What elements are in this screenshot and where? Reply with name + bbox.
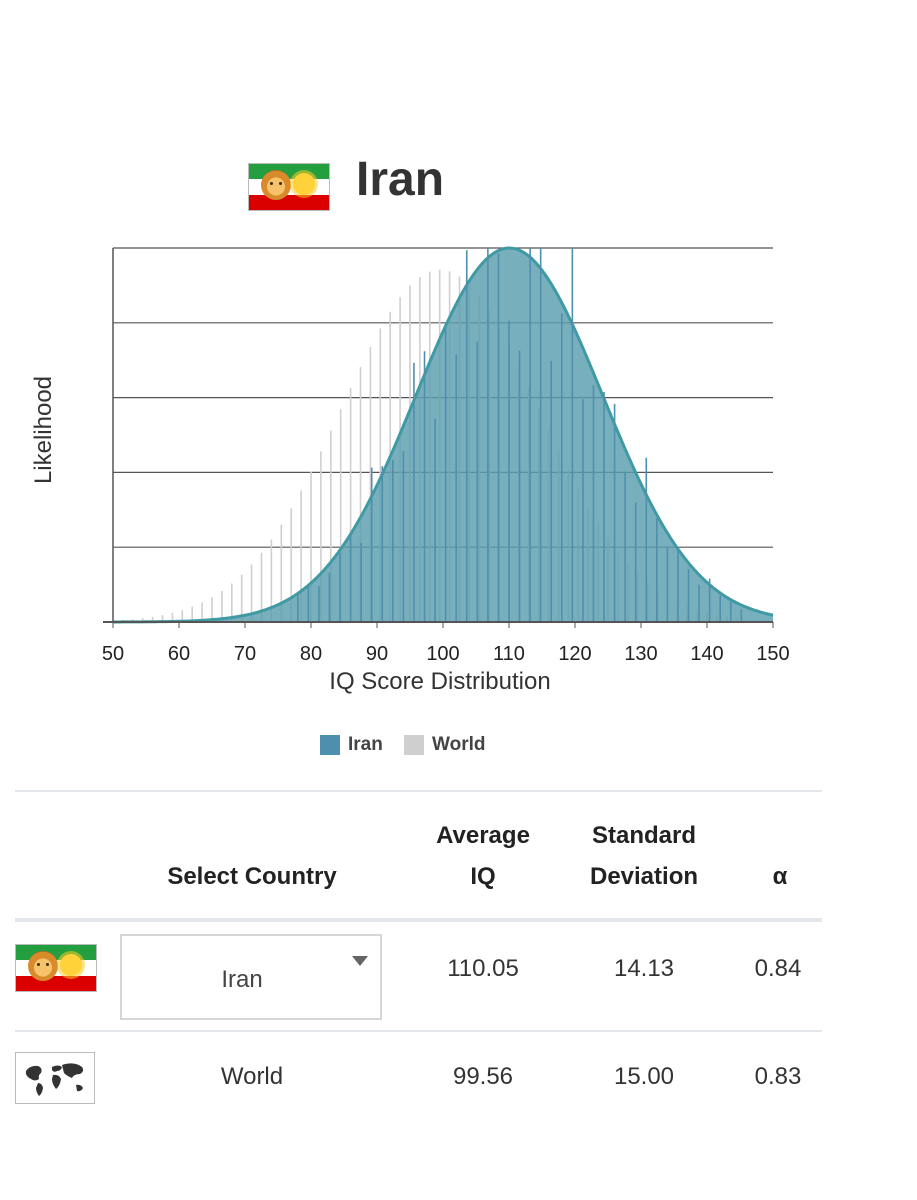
x-tick-label: 130 (624, 643, 657, 665)
page-title: Iran (356, 153, 445, 206)
x-axis-label: IQ Score Distribution (329, 668, 551, 695)
country-select-value: Iran (221, 966, 263, 993)
iran-curve (112, 246, 774, 624)
iran-standard-deviation: 14.13 (613, 955, 675, 982)
country-select[interactable]: Iran (120, 934, 382, 1020)
x-tick-label: 70 (234, 643, 256, 665)
world-alpha: 0.83 (754, 1063, 802, 1090)
legend-world-label: World (432, 734, 486, 755)
header-standard-deviation-line1: Standard (591, 822, 696, 849)
legend-world-swatch (404, 735, 424, 755)
chevron-down-icon[interactable] (352, 956, 368, 966)
x-tick-label: 120 (558, 643, 591, 665)
world-standard-deviation: 15.00 (613, 1063, 675, 1090)
x-tick-label: 90 (366, 643, 388, 665)
header-alpha: α (772, 863, 788, 890)
legend-iran-label: Iran (348, 734, 383, 755)
world-map-icon (15, 1052, 95, 1104)
header-standard-deviation-line2: Deviation (589, 863, 699, 890)
table-header-divider (15, 918, 822, 922)
iq-distribution-chart: 50 60 70 80 90 100 110 120 130 140 150 (102, 246, 790, 665)
legend-world[interactable]: World (404, 734, 485, 756)
iran-area (113, 248, 773, 622)
iran-average-iq: 110.05 (447, 955, 519, 982)
x-tick-label: 60 (168, 643, 190, 665)
table-row-divider (15, 1030, 822, 1032)
header-average-iq-line1: Average (436, 822, 530, 849)
y-axis-label: Likelihood (30, 375, 57, 485)
x-tick-label: 150 (756, 643, 789, 665)
x-tick-label: 140 (690, 643, 723, 665)
world-average-iq: 99.56 (452, 1063, 514, 1090)
header-average-iq-line2: IQ (470, 863, 496, 890)
table-top-divider (15, 790, 822, 792)
iran-alpha: 0.84 (754, 955, 802, 982)
x-tick-label: 110 (493, 643, 525, 665)
legend-iran-swatch (320, 735, 340, 755)
x-tick-label: 100 (426, 643, 459, 665)
header-select-country: Select Country (167, 863, 337, 890)
world-country-name: World (220, 1063, 284, 1090)
iran-flag-icon (248, 163, 330, 211)
x-tick-label: 50 (102, 643, 124, 665)
x-tick-label: 80 (300, 643, 322, 665)
iran-flag-icon (15, 944, 97, 992)
legend-iran[interactable]: Iran (320, 734, 383, 756)
